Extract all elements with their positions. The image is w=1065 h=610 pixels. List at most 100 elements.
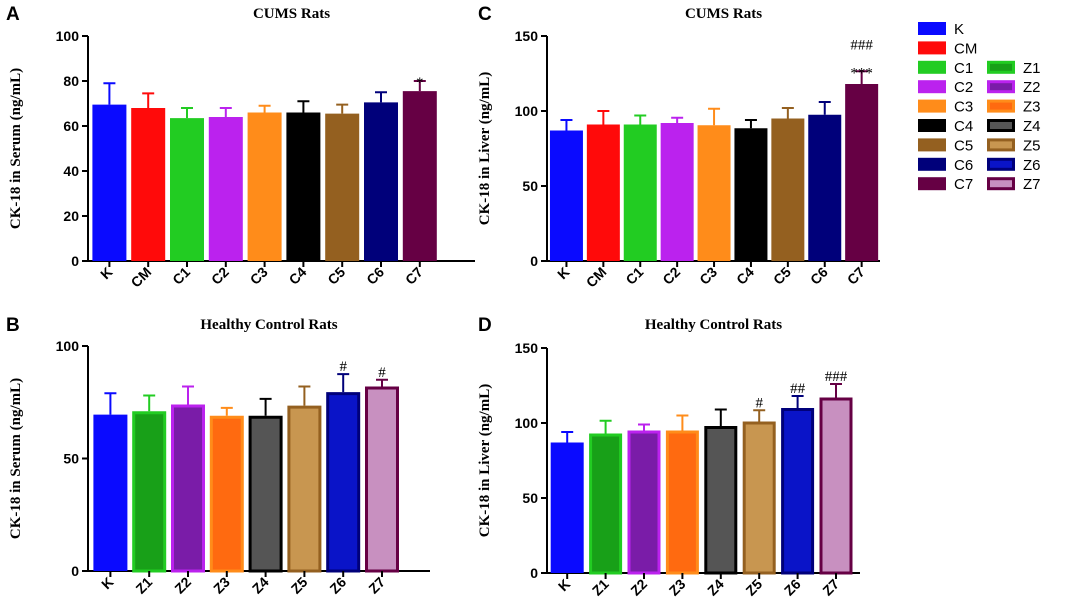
y-axis-label: CK-18 in Liver (ng/mL) <box>477 384 493 537</box>
significance-label: # <box>378 365 386 381</box>
bar-z5 <box>742 421 776 575</box>
bar-c3 <box>247 112 282 261</box>
bar-c5 <box>771 118 805 261</box>
y-tick-label: 40 <box>63 163 79 179</box>
bar-z1 <box>132 411 167 573</box>
bar-k <box>93 414 128 571</box>
y-axis-label: CK-18 in Liver (ng/mL) <box>477 72 493 225</box>
chart-title: CUMS Rats <box>685 6 762 22</box>
y-tick-label: 100 <box>56 28 80 44</box>
legend-swatch-cm <box>918 41 946 55</box>
legend-swatch-c4 <box>918 119 946 132</box>
y-tick-label: 50 <box>522 178 538 194</box>
y-tick-label: 20 <box>63 208 79 224</box>
bar-c7 <box>402 91 437 261</box>
significance-label: # <box>339 359 347 375</box>
x-tick-label: Z3 <box>666 576 689 599</box>
x-tick-label: Z7 <box>365 574 388 597</box>
bar-c2 <box>660 123 694 261</box>
chart-panel-b: B Healthy Control Rats CK-18 in Serum (ng/… <box>6 315 430 597</box>
y-tick-label: 100 <box>515 415 539 431</box>
y-tick-label: 50 <box>522 490 538 506</box>
legend-label-c2: C2 <box>954 79 973 96</box>
x-tick-label: Z5 <box>288 574 311 597</box>
y-axis-label: CK-18 in Serum (ng/mL) <box>8 68 24 229</box>
significance-label: ## <box>790 381 806 397</box>
y-tick-label: 80 <box>63 73 79 89</box>
legend-swatch-c5 <box>918 138 946 152</box>
x-tick-label: Z5 <box>742 576 765 599</box>
x-tick-label: C4 <box>733 264 757 288</box>
x-tick-label: Z1 <box>589 576 612 599</box>
bar-c4 <box>734 128 768 261</box>
x-tick-label: C2 <box>659 264 683 288</box>
x-tick-label: Z4 <box>704 576 727 599</box>
legend-label-z7: Z7 <box>1023 176 1041 193</box>
legend-swatch-z4 <box>987 119 1015 132</box>
bar-z6 <box>326 392 361 573</box>
legend-label-c5: C5 <box>954 137 973 154</box>
y-tick-label: 100 <box>515 103 539 119</box>
legend-swatch-c3 <box>918 99 946 113</box>
legend-label-z4: Z4 <box>1023 118 1041 135</box>
bar-z7 <box>819 397 853 575</box>
chart-title: CUMS Rats <box>253 6 330 22</box>
y-tick-label: 50 <box>63 451 79 467</box>
x-tick-label: CM <box>128 264 155 291</box>
bar-k <box>549 130 583 261</box>
bar-z4 <box>704 426 738 575</box>
bar-c6 <box>364 102 398 261</box>
x-tick-label: C7 <box>402 264 426 288</box>
x-tick-label: C5 <box>770 264 794 288</box>
bar-z3 <box>209 415 244 573</box>
x-tick-label: C6 <box>807 264 831 288</box>
bar-z6 <box>781 408 815 575</box>
bar-k <box>92 104 127 261</box>
legend-label-k: K <box>954 21 964 38</box>
legend-label-c7: C7 <box>954 176 973 193</box>
significance-label: * <box>416 75 424 91</box>
x-tick-label: K <box>97 264 115 282</box>
significance-label: ### <box>850 37 873 53</box>
chart-title: Healthy Control Rats <box>200 317 337 333</box>
y-tick-label: 0 <box>530 565 538 581</box>
x-tick-label: C3 <box>696 264 720 288</box>
x-tick-label: C5 <box>324 264 348 288</box>
x-tick-label: Z3 <box>210 574 233 597</box>
y-tick-label: 150 <box>515 340 539 356</box>
legend-label-c1: C1 <box>954 60 973 77</box>
y-tick-label: 0 <box>71 563 79 579</box>
bar-c7 <box>845 84 879 261</box>
x-tick-label: C2 <box>208 264 232 288</box>
legend-label-z6: Z6 <box>1023 157 1041 174</box>
legend: K CM C1 C2 C3 C4 C5 C6 C7 Z1 Z2 Z3 Z4 Z5 Z6 Z7 <box>918 21 1041 193</box>
bar-k <box>550 442 584 573</box>
bar-c6 <box>808 114 842 261</box>
x-tick-label: Z1 <box>132 574 155 597</box>
legend-swatch-c1 <box>918 60 946 74</box>
panel-letter: A <box>6 4 20 25</box>
x-tick-label: K <box>555 576 573 594</box>
x-tick-label: C1 <box>622 264 646 288</box>
x-tick-label: K <box>98 574 116 592</box>
legend-swatch-c6 <box>918 157 946 171</box>
legend-swatch-z2 <box>987 80 1015 94</box>
x-tick-label: Z7 <box>819 576 842 599</box>
bar-z3 <box>665 430 699 575</box>
legend-swatch-k <box>918 22 946 35</box>
significance-label: *** <box>850 65 873 81</box>
x-tick-label: Z2 <box>171 574 194 597</box>
x-tick-label: C4 <box>286 264 310 288</box>
x-tick-label: C7 <box>844 264 868 288</box>
chart-panel-d: D Healthy Control Rats CK-18 in Liver (ng/… <box>477 315 860 599</box>
significance-label: ### <box>825 369 848 385</box>
bar-c2 <box>208 117 243 261</box>
significance-label: # <box>755 395 763 411</box>
bar-c1 <box>170 118 204 261</box>
x-tick-label: K <box>554 264 572 282</box>
bar-z1 <box>589 433 623 575</box>
x-tick-label: Z2 <box>627 576 650 599</box>
y-axis-label: CK-18 in Serum (ng/mL) <box>8 378 24 539</box>
chart-panel-a: A CUMS Rats CK-18 in Serum (ng/mL) 0 20 40 60 8… <box>6 4 475 291</box>
panel-letter: D <box>478 315 492 336</box>
